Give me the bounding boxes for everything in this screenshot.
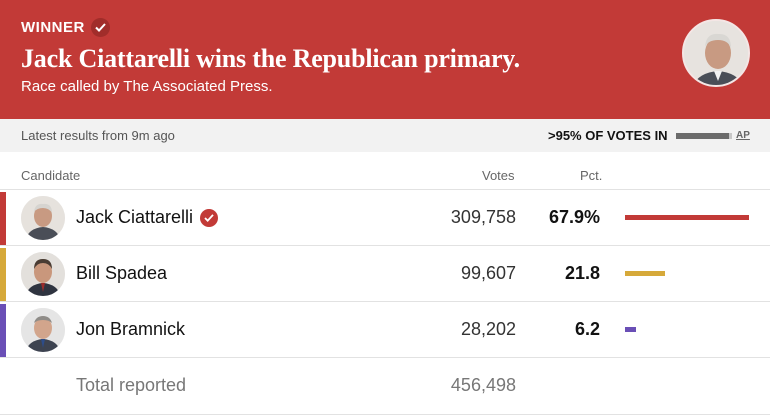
- winner-label: WINNER: [21, 19, 85, 36]
- race-call-note: Race called by The Associated Press.: [21, 78, 273, 95]
- candidate-name: Bill Spadea: [76, 263, 168, 283]
- candidate-avatar: [21, 252, 65, 296]
- candidate-pct: 6.2: [574, 319, 600, 339]
- reporting-progress-fill: [676, 133, 730, 139]
- candidate-pct: 21.8: [564, 263, 600, 283]
- candidate-votes: 99,607: [460, 263, 516, 283]
- party-color-stripe: [0, 248, 6, 301]
- row-divider: [0, 245, 770, 246]
- votes-in-label: >95% OF VOTES IN: [548, 128, 668, 143]
- table-bottom-divider: [0, 414, 770, 415]
- party-color-stripe: [0, 192, 6, 245]
- header-divider: [0, 189, 770, 190]
- vote-share-bar: [625, 271, 665, 276]
- headline: Jack Ciattarelli wins the Republican pri…: [21, 44, 520, 73]
- reporting-progress-bar: [676, 133, 732, 139]
- results-status-bar: Latest results from 9m ago >95% OF VOTES…: [0, 119, 770, 152]
- row-divider: [0, 301, 770, 302]
- candidate-votes: 28,202: [460, 319, 516, 339]
- candidate-avatar: [21, 196, 65, 240]
- ap-source-link[interactable]: AP: [736, 130, 750, 141]
- candidate-pct: 67.9%: [548, 207, 600, 227]
- winner-check-icon: [90, 18, 110, 37]
- last-updated: Latest results from 9m ago: [21, 128, 175, 143]
- candidate-row: Jon Bramnick 28,202 6.2: [0, 302, 770, 358]
- winner-check-icon: [200, 208, 219, 227]
- votes-column-header: Votes: [482, 168, 515, 183]
- row-divider: [0, 357, 770, 358]
- party-color-stripe: [0, 304, 6, 357]
- candidate-name: Jack Ciattarelli: [76, 207, 219, 228]
- total-reported-label: Total reported: [76, 375, 187, 395]
- candidate-votes: 309,758: [450, 207, 516, 227]
- vote-share-bar: [625, 327, 636, 332]
- winner-banner: WINNER Jack Ciattarelli wins the Republi…: [0, 0, 770, 119]
- candidate-column-header: Candidate: [21, 168, 81, 183]
- winner-row: WINNER: [21, 18, 110, 37]
- vote-share-bar: [625, 215, 749, 220]
- candidate-avatar: [21, 308, 65, 352]
- winner-photo: [682, 19, 750, 87]
- candidate-name: Jon Bramnick: [76, 319, 186, 339]
- pct-column-header: Pct.: [580, 168, 603, 183]
- candidate-row: Bill Spadea 99,607 21.8: [0, 246, 770, 302]
- candidate-row: Jack Ciattarelli 309,758 67.9%: [0, 190, 770, 246]
- total-reported-votes: 456,498: [450, 375, 516, 395]
